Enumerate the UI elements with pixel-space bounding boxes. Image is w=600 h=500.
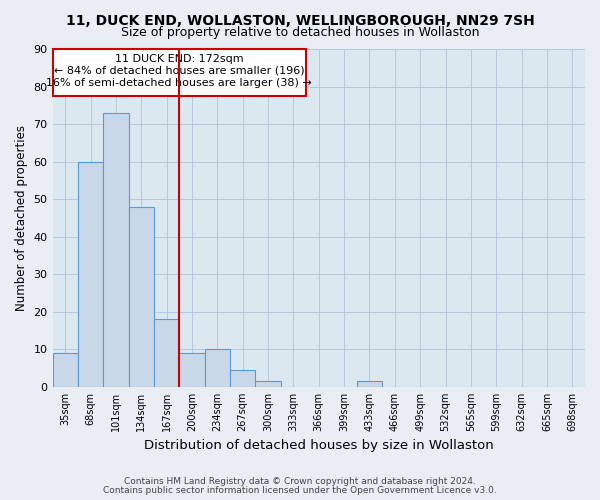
X-axis label: Distribution of detached houses by size in Wollaston: Distribution of detached houses by size … [144, 440, 494, 452]
Bar [154, 320, 179, 387]
Bar [357, 382, 382, 387]
Bar [179, 353, 205, 387]
Text: 11, DUCK END, WOLLASTON, WELLINGBOROUGH, NN29 7SH: 11, DUCK END, WOLLASTON, WELLINGBOROUGH,… [65, 14, 535, 28]
Bar [53, 353, 78, 387]
FancyBboxPatch shape [53, 49, 306, 96]
Text: Contains HM Land Registry data © Crown copyright and database right 2024.: Contains HM Land Registry data © Crown c… [124, 477, 476, 486]
Text: Size of property relative to detached houses in Wollaston: Size of property relative to detached ho… [121, 26, 479, 39]
Text: 16% of semi-detached houses are larger (38) →: 16% of semi-detached houses are larger (… [46, 78, 312, 88]
Bar [128, 206, 154, 387]
Bar [78, 162, 103, 387]
Y-axis label: Number of detached properties: Number of detached properties [15, 125, 28, 311]
Bar [230, 370, 256, 387]
Text: 11 DUCK END: 172sqm: 11 DUCK END: 172sqm [115, 54, 244, 64]
Text: Contains public sector information licensed under the Open Government Licence v3: Contains public sector information licen… [103, 486, 497, 495]
Bar [205, 350, 230, 387]
Bar [256, 382, 281, 387]
Bar [103, 113, 128, 387]
Text: ← 84% of detached houses are smaller (196): ← 84% of detached houses are smaller (19… [54, 66, 305, 76]
